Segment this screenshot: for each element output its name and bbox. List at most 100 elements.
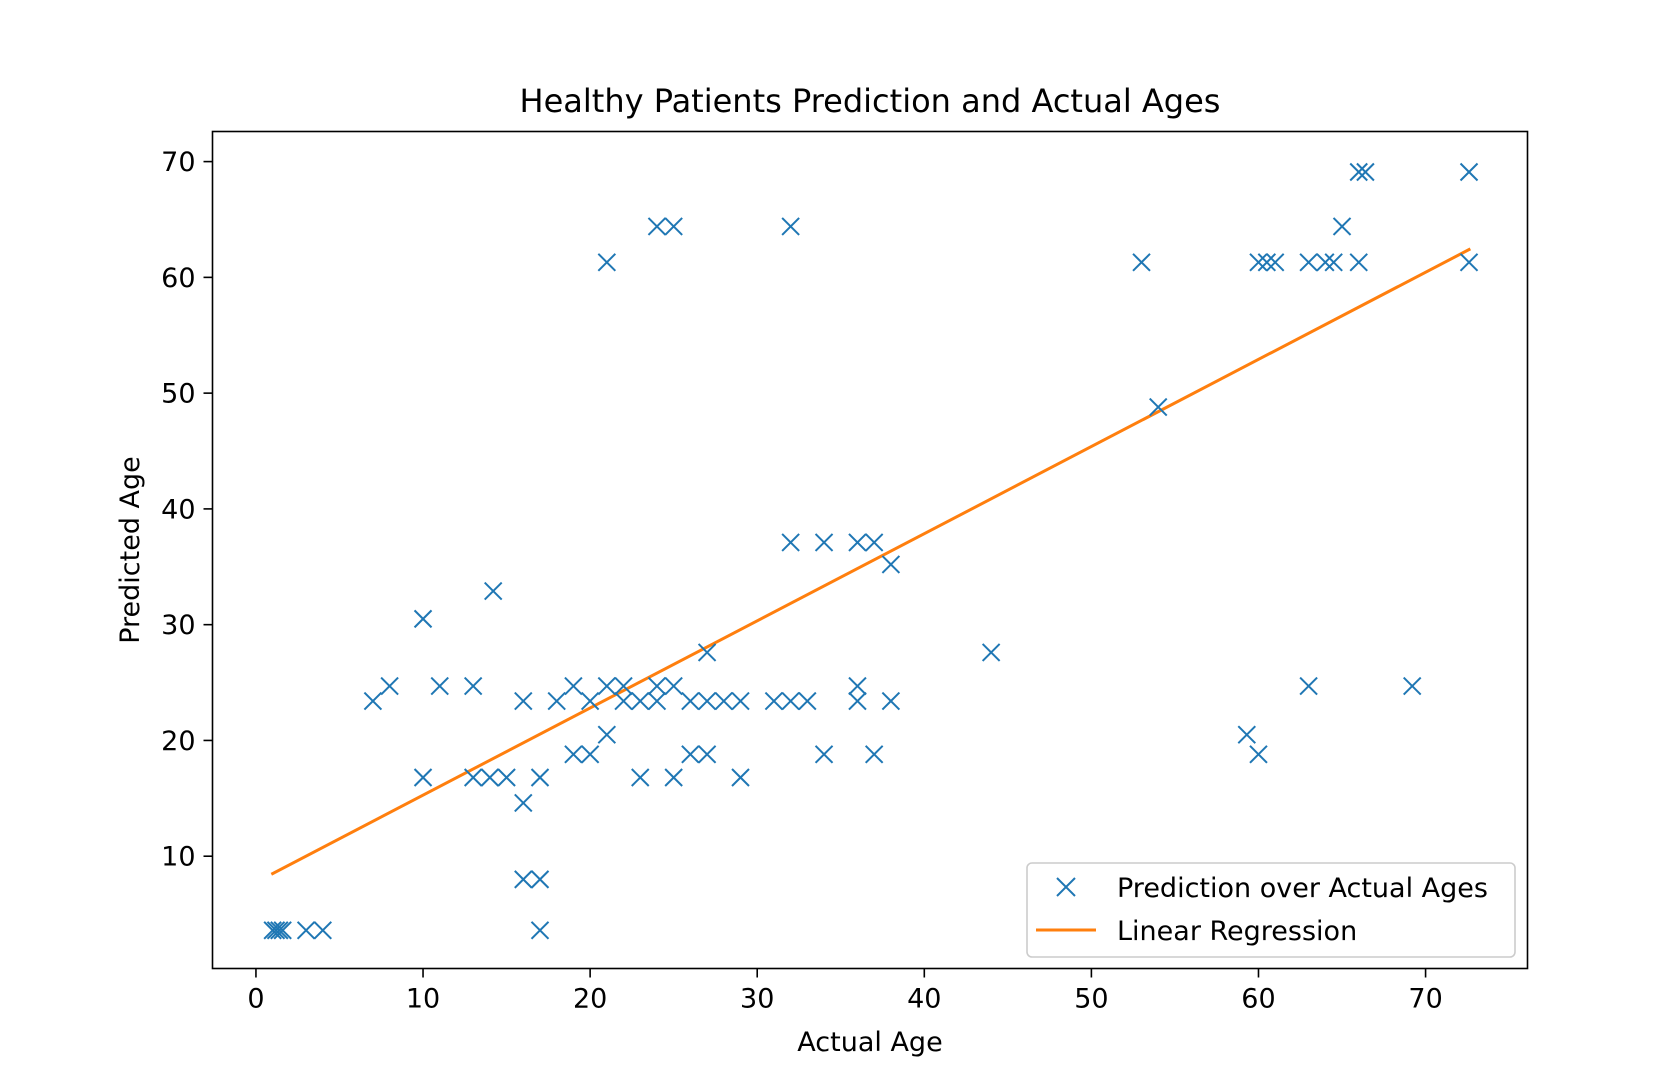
scatter-point xyxy=(597,725,617,744)
scatter-point xyxy=(296,921,316,940)
scatter-point xyxy=(614,691,633,711)
scatter-point xyxy=(664,676,683,696)
x-tick-label: 0 xyxy=(247,984,264,1015)
scatter-point xyxy=(664,217,683,236)
y-axis-ticks: 10 20 30 40 50 60 70 xyxy=(161,147,213,873)
scatter-point xyxy=(798,691,817,711)
y-tick-label: 40 xyxy=(161,494,195,525)
scatter-point xyxy=(697,643,717,662)
scatter-point xyxy=(514,793,533,813)
scatter-point xyxy=(731,768,750,787)
scatter-point xyxy=(1299,676,1318,696)
scatter-point xyxy=(547,691,566,711)
scatter-point xyxy=(848,691,867,711)
y-tick-label: 50 xyxy=(161,379,195,410)
scatter-point xyxy=(597,676,617,696)
scatter-point xyxy=(1356,162,1375,182)
regression-line xyxy=(270,247,1472,876)
scatter-point xyxy=(463,768,483,787)
scatter-point xyxy=(1459,253,1479,272)
scatter-point xyxy=(580,745,600,764)
scatter-point xyxy=(266,921,286,940)
scatter-point xyxy=(480,768,500,787)
y-tick-label: 30 xyxy=(161,610,195,641)
scatter-point xyxy=(697,691,717,711)
scatter-point xyxy=(1149,397,1168,417)
scatter-point xyxy=(848,676,867,696)
legend-label-regression: Linear Regression xyxy=(1117,916,1357,947)
scatter-point xyxy=(848,533,867,552)
scatter-point xyxy=(647,691,667,711)
chart-title: Healthy Patients Prediction and Actual A… xyxy=(520,82,1221,120)
x-tick-label: 70 xyxy=(1408,984,1442,1015)
scatter-point xyxy=(1249,745,1268,764)
legend-label-prediction: Prediction over Actual Ages xyxy=(1117,873,1488,904)
scatter-point xyxy=(1249,253,1268,272)
scatter-point xyxy=(1349,162,1368,182)
scatter-point xyxy=(731,691,750,711)
scatter-point xyxy=(430,676,449,696)
scatter-point xyxy=(514,691,533,711)
scatter-point xyxy=(413,768,433,787)
scatter-point xyxy=(814,533,834,552)
scatter-point xyxy=(273,921,292,940)
scatter-point xyxy=(981,643,1001,662)
scatter-point xyxy=(647,217,667,236)
scatter-point xyxy=(270,921,289,940)
x-tick-label: 10 xyxy=(406,984,440,1015)
scatter-point xyxy=(1299,253,1318,272)
axes-frame xyxy=(211,130,1529,970)
y-tick-label: 70 xyxy=(161,147,195,178)
scatter-point xyxy=(781,533,800,552)
x-tick-label: 60 xyxy=(1241,984,1275,1015)
scatter-point xyxy=(647,676,667,696)
scatter-point xyxy=(484,581,503,601)
scatter-point xyxy=(1403,676,1422,696)
scatter-point xyxy=(864,533,884,552)
scatter-point xyxy=(1257,253,1277,272)
y-axis-label: Predicted Age xyxy=(115,456,146,644)
scatter-point xyxy=(881,691,901,711)
scatter-point xyxy=(580,691,600,711)
scatter-point xyxy=(881,555,901,574)
x-tick-label: 30 xyxy=(740,984,774,1015)
scatter-point xyxy=(681,745,700,764)
scatter-point xyxy=(514,870,533,889)
scatter-point xyxy=(614,676,633,696)
legend: Prediction over Actual Ages Linear Regre… xyxy=(1026,862,1516,958)
scatter-point xyxy=(1332,217,1352,236)
scatter-point xyxy=(413,609,433,629)
scatter-point xyxy=(1316,253,1335,272)
scatter-point xyxy=(631,691,650,711)
y-tick-label: 20 xyxy=(161,726,195,757)
scatter-point xyxy=(1237,725,1256,744)
x-tick-label: 20 xyxy=(573,984,607,1015)
scatter-point xyxy=(631,768,650,787)
scatter-point xyxy=(664,768,683,787)
scatter-point xyxy=(597,253,617,272)
x-axis-label: Actual Age xyxy=(797,1027,942,1058)
scatter-point xyxy=(764,691,784,711)
scatter-point xyxy=(313,921,332,940)
scatter-point xyxy=(564,676,583,696)
scatter-point xyxy=(363,691,383,711)
scatter-point xyxy=(1265,253,1285,272)
scatter-point xyxy=(781,217,800,236)
scatter-point xyxy=(530,768,550,787)
scatter-point xyxy=(681,691,700,711)
scatter-point xyxy=(564,745,583,764)
scatter-point xyxy=(380,676,399,696)
scatter-point xyxy=(814,745,834,764)
scatter-point xyxy=(1459,162,1479,182)
y-tick-label: 10 xyxy=(161,842,195,873)
scatter-point xyxy=(697,745,717,764)
x-tick-label: 50 xyxy=(1074,984,1108,1015)
scatter-point xyxy=(864,745,884,764)
scatter-point xyxy=(1132,253,1151,272)
scatter-point xyxy=(1349,253,1368,272)
x-tick-label: 40 xyxy=(907,984,941,1015)
scatter-point xyxy=(1324,253,1343,272)
scatter-point xyxy=(497,768,516,787)
legend-frame xyxy=(1026,862,1516,958)
